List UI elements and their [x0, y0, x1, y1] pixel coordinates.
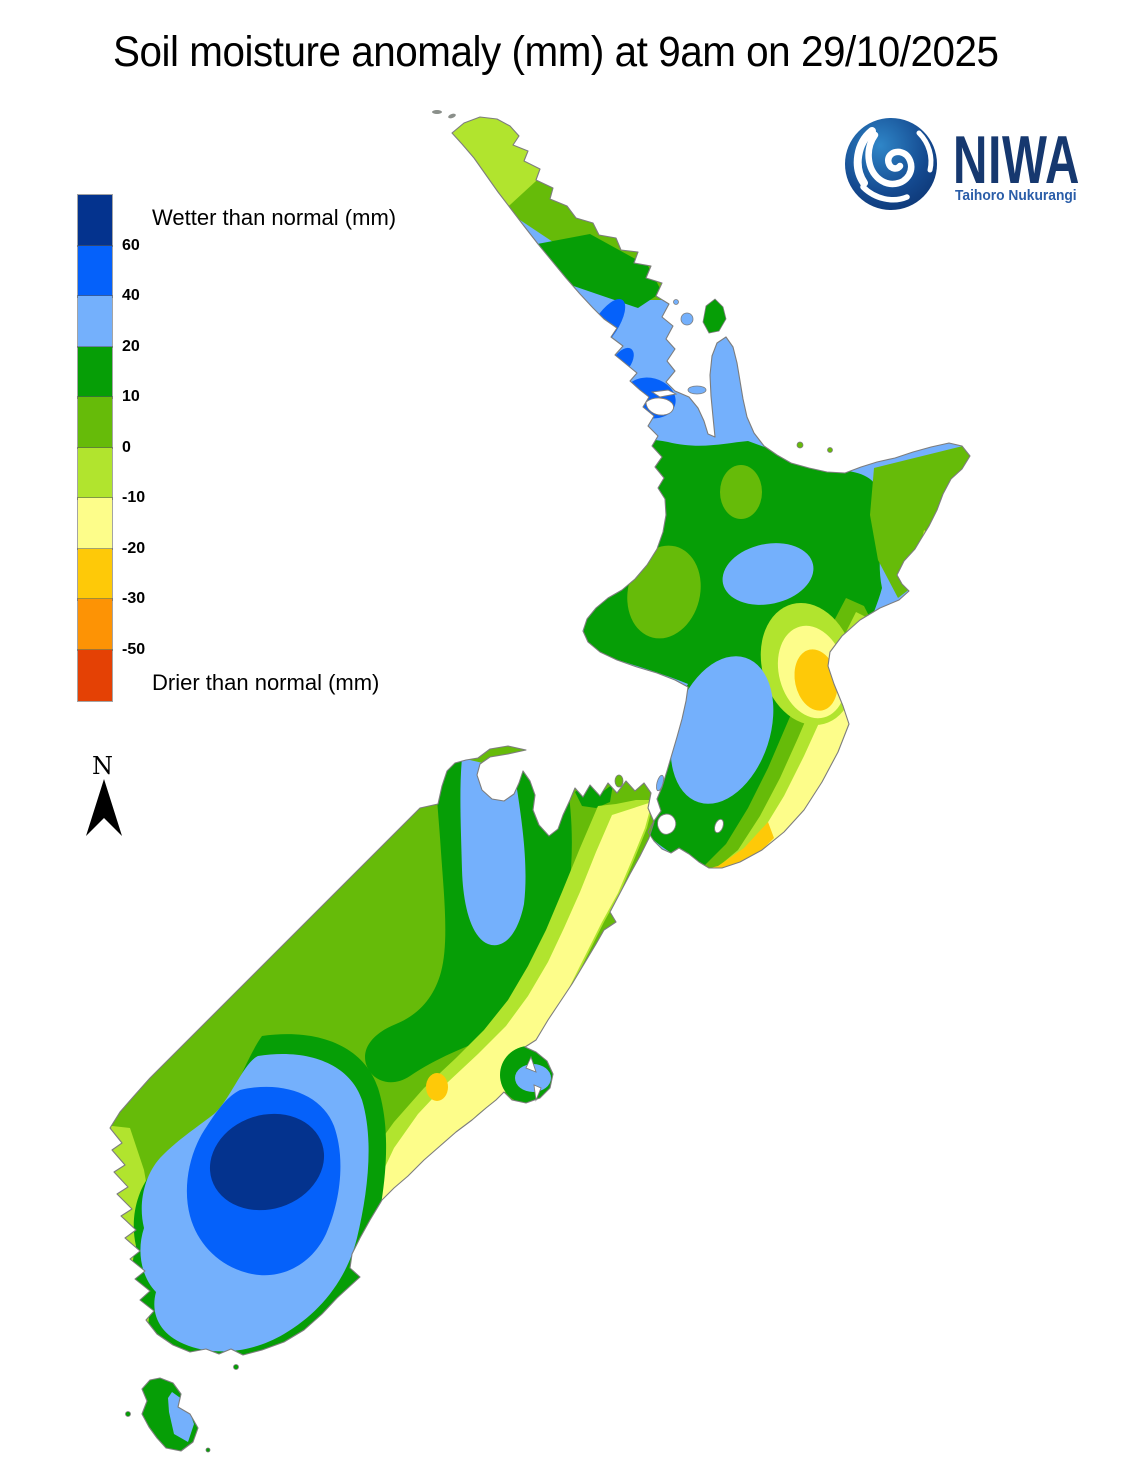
ruapuke-island [233, 1364, 239, 1370]
legend-wetter-label: Wetter than normal (mm) [152, 205, 397, 230]
legend-tick-label: -10 [122, 489, 146, 506]
contour-mahia-10-20 [892, 604, 906, 632]
durville-island [614, 774, 624, 788]
legend-tick-label: 0 [122, 438, 131, 456]
legend-swatch--30 [77, 547, 113, 601]
niwa-wordmark: NIWA [953, 122, 1081, 198]
compass-label: N [92, 752, 113, 780]
legend-tick-label: -50 [122, 640, 146, 658]
contour-tasman-20-40 [460, 758, 526, 946]
hen-and-chickens [673, 299, 679, 305]
contour-rotorua-0-10 [720, 465, 762, 519]
contour-taupo-20-40 [722, 543, 814, 605]
niwa-swirl-icon [845, 118, 937, 210]
great-barrier-island [702, 298, 727, 334]
page-title: Soil moisture anomaly (mm) at 9am on 29/… [113, 28, 999, 76]
stewart-island [142, 1378, 198, 1451]
legend-swatch-0 [77, 396, 113, 449]
contour-canterbury-dry-spot--30--20 [426, 1073, 448, 1101]
mayor-island [796, 441, 804, 449]
contour-whanganui-0-10 [627, 545, 701, 639]
manukau-harbour [645, 397, 675, 416]
legend-swatch--10 [77, 446, 113, 500]
codfish-island [125, 1411, 131, 1417]
legend-swatch-min [77, 648, 113, 702]
wellington-harbour [657, 813, 677, 835]
legend-tick-label: 40 [122, 287, 140, 304]
akaroa-harbour [533, 1084, 542, 1102]
offshore-islands [125, 110, 833, 1453]
three-kings-islet [448, 113, 456, 119]
legend-tick-label: -30 [122, 590, 146, 607]
niwa-logo: NIWA Taihoro Nukurangi [845, 115, 1135, 225]
north-arrow-icon [86, 779, 122, 836]
legend-swatch--50 [77, 598, 113, 651]
legend-tick-label: 20 [122, 337, 140, 355]
three-kings-islands [432, 110, 442, 114]
contour-otago-60plus [209, 1113, 325, 1211]
legend-tick-label: 60 [122, 236, 140, 254]
waitemata-harbour [650, 389, 678, 398]
little-barrier-island [680, 312, 694, 326]
legend-tick-label: 10 [122, 388, 140, 405]
legend-swatch-40 [77, 244, 113, 298]
contour-northland-10-20 [516, 234, 662, 308]
legend-swatch-20 [77, 295, 113, 348]
stewart-islet [205, 1447, 211, 1453]
legend-swatch--20 [77, 497, 113, 550]
legend-tick-label: -20 [122, 539, 146, 557]
contour-manawatu-20-40 [670, 656, 774, 804]
legend-drier-label: Drier than normal (mm) [152, 670, 380, 695]
lyttelton-harbour [525, 1055, 537, 1073]
lake-wairarapa [714, 818, 724, 834]
legend-swatch-60 [77, 194, 113, 247]
contour-canterbury--20--10 [370, 802, 652, 1220]
waiheke-island [687, 385, 707, 395]
legend-swatch-10 [77, 345, 113, 399]
niwa-tagline: Taihoro Nukurangi [955, 187, 1077, 204]
strip-palliser--30--20 [702, 822, 774, 868]
contour-hawkes-bay--30--20 [794, 649, 838, 711]
contour-stewart-20-40 [168, 1392, 194, 1442]
motiti-island [827, 447, 833, 453]
contour-banks-peninsula-20-40 [515, 1064, 551, 1092]
legend-scale: 60 40 20 10 0 -10 -20 -30 -50 [77, 194, 278, 705]
south-island [110, 746, 654, 1355]
harbours [525, 389, 724, 1102]
